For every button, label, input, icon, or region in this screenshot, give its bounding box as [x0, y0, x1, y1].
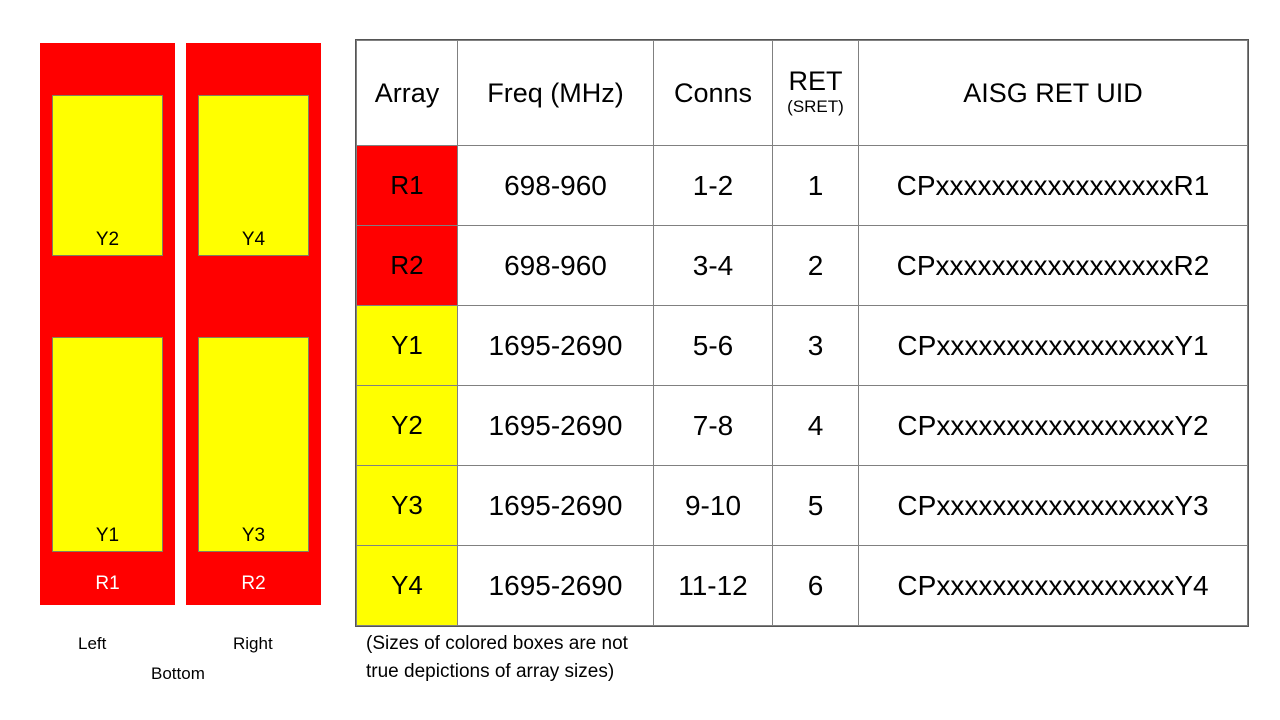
cell-ret-y4: 6	[772, 545, 859, 626]
array-configuration-table: Array Freq (MHz) Conns RET (SRET) AISG R…	[355, 39, 1249, 627]
antenna-panel-right: Y4 Y3 R2	[186, 43, 321, 605]
table-footnote-line-1: (Sizes of colored boxes are not	[366, 633, 628, 654]
column-header-freq: Freq (MHz)	[457, 40, 654, 146]
column-header-array: Array	[356, 40, 458, 146]
cell-uid-y4: CPxxxxxxxxxxxxxxxxxY4	[858, 545, 1248, 626]
cell-array-y1: Y1	[356, 305, 458, 386]
column-header-ret-sub: (SRET)	[787, 97, 844, 117]
cell-uid-r1: CPxxxxxxxxxxxxxxxxxR1	[858, 145, 1248, 226]
cell-freq-y4: 1695-2690	[457, 545, 654, 626]
table-footnote: (Sizes of colored boxes are not true dep…	[366, 630, 786, 685]
cell-uid-y1: CPxxxxxxxxxxxxxxxxxY1	[858, 305, 1248, 386]
table-header: Array Freq (MHz) Conns RET (SRET) AISG R…	[356, 40, 1248, 146]
cell-freq-y2: 1695-2690	[457, 385, 654, 466]
cell-array-y3: Y3	[356, 465, 458, 546]
antenna-panel-left: Y2 Y1 R1	[40, 43, 175, 605]
cell-conns-y4: 11-12	[653, 545, 773, 626]
cell-conns-r1: 1-2	[653, 145, 773, 226]
array-box-y4: Y4	[198, 95, 309, 256]
table-row: Y2 1695-2690 7-8 4 CPxxxxxxxxxxxxxxxxxY2	[356, 385, 1248, 466]
orientation-label-right: Right	[233, 634, 273, 653]
cell-uid-r2: CPxxxxxxxxxxxxxxxxxR2	[858, 225, 1248, 306]
array-box-y3: Y3	[198, 337, 309, 552]
table-row: Y4 1695-2690 11-12 6 CPxxxxxxxxxxxxxxxxx…	[356, 545, 1248, 626]
table-body: R1 698-960 1-2 1 CPxxxxxxxxxxxxxxxxxR1 R…	[356, 145, 1248, 626]
array-box-label-y3: Y3	[241, 525, 266, 547]
orientation-label-left: Left	[78, 634, 107, 653]
cell-conns-y1: 5-6	[653, 305, 773, 386]
cell-ret-y1: 3	[772, 305, 859, 386]
cell-ret-y2: 4	[772, 385, 859, 466]
array-box-label-y1: Y1	[95, 525, 120, 547]
orientation-label-bottom: Bottom	[151, 664, 205, 683]
column-header-ret: RET (SRET)	[772, 40, 859, 146]
cell-array-y4: Y4	[356, 545, 458, 626]
array-box-y1: Y1	[52, 337, 163, 552]
array-box-label-y2: Y2	[95, 229, 120, 251]
array-box-label-y4: Y4	[241, 229, 266, 251]
cell-ret-r1: 1	[772, 145, 859, 226]
table-row: R2 698-960 3-4 2 CPxxxxxxxxxxxxxxxxxR2	[356, 225, 1248, 306]
cell-ret-y3: 5	[772, 465, 859, 546]
cell-conns-y3: 9-10	[653, 465, 773, 546]
table-footnote-line-2: true depictions of array sizes)	[366, 660, 615, 682]
cell-uid-y3: CPxxxxxxxxxxxxxxxxxY3	[858, 465, 1248, 546]
cell-array-y2: Y2	[356, 385, 458, 466]
antenna-array-diagram: Y2 Y1 R1 Y4 Y3 R2 Left Right Bottom	[0, 0, 356, 720]
table-header-row: Array Freq (MHz) Conns RET (SRET) AISG R…	[356, 40, 1248, 146]
cell-ret-r2: 2	[772, 225, 859, 306]
panel-label-r2: R2	[241, 573, 266, 595]
table-row: R1 698-960 1-2 1 CPxxxxxxxxxxxxxxxxxR1	[356, 145, 1248, 226]
cell-freq-r2: 698-960	[457, 225, 654, 306]
table-row: Y1 1695-2690 5-6 3 CPxxxxxxxxxxxxxxxxxY1	[356, 305, 1248, 386]
column-header-conns: Conns	[653, 40, 773, 146]
column-header-aisg-ret-uid: AISG RET UID	[858, 40, 1248, 146]
array-box-y2: Y2	[52, 95, 163, 256]
cell-conns-r2: 3-4	[653, 225, 773, 306]
cell-array-r2: R2	[356, 225, 458, 306]
cell-freq-y3: 1695-2690	[457, 465, 654, 546]
cell-uid-y2: CPxxxxxxxxxxxxxxxxxY2	[858, 385, 1248, 466]
array-table-container: Array Freq (MHz) Conns RET (SRET) AISG R…	[355, 39, 1249, 627]
column-header-ret-main: RET	[788, 66, 843, 97]
panel-label-r1: R1	[95, 573, 120, 595]
cell-array-r1: R1	[356, 145, 458, 226]
cell-conns-y2: 7-8	[653, 385, 773, 466]
cell-freq-r1: 698-960	[457, 145, 654, 226]
table-row: Y3 1695-2690 9-10 5 CPxxxxxxxxxxxxxxxxxY…	[356, 465, 1248, 546]
cell-freq-y1: 1695-2690	[457, 305, 654, 386]
